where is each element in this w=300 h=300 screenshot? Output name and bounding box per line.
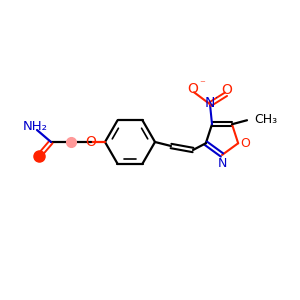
Text: O: O: [85, 135, 96, 149]
Text: ⁻: ⁻: [199, 79, 205, 89]
Text: O: O: [222, 83, 232, 97]
Text: NH₂: NH₂: [22, 119, 47, 133]
Text: N: N: [205, 96, 215, 110]
Text: N: N: [217, 157, 227, 170]
Text: O: O: [240, 137, 250, 150]
Text: O: O: [188, 82, 198, 96]
Text: CH₃: CH₃: [254, 113, 277, 126]
Text: ··: ··: [212, 93, 218, 103]
